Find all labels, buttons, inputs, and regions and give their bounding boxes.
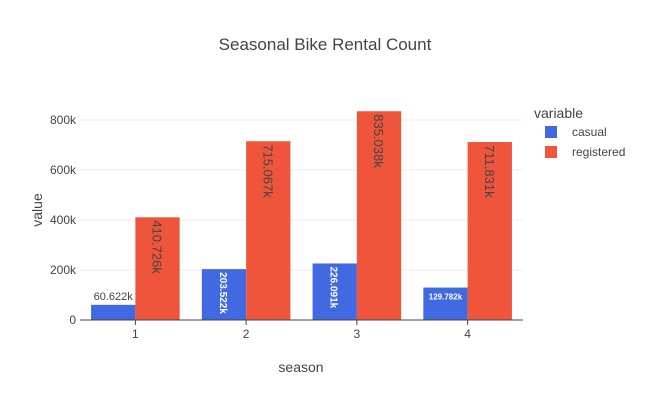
legend-label-registered: registered — [572, 145, 625, 159]
data-label: 60.622k — [94, 291, 134, 303]
data-labels: 60.622k 410.726k 203.522k 715.067k 226.091k 8… — [94, 114, 497, 314]
bar-casual-3 — [312, 263, 357, 320]
legend-swatch-registered — [545, 146, 557, 158]
bar-casual-1 — [91, 304, 136, 320]
chart-title: Seasonal Bike Rental Count — [219, 35, 432, 54]
bar-registered-3 — [356, 111, 402, 320]
y-tick-label: 800k — [50, 113, 77, 127]
data-label: 715.067k — [260, 144, 275, 198]
data-label: 203.522k — [217, 272, 228, 314]
legend-label-casual: casual — [572, 125, 607, 139]
data-label: 410.726k — [150, 220, 165, 274]
x-tick-label: 3 — [354, 327, 361, 341]
axes: 0 200k 400k 600k 800k 1 2 3 4 — [50, 113, 523, 341]
bar-casual-2 — [201, 269, 247, 320]
x-axis-title: season — [278, 359, 323, 375]
legend-swatch-casual — [545, 126, 557, 138]
bar-registered-1 — [135, 217, 180, 320]
data-label: 835.038k — [371, 114, 386, 168]
y-tick-label: 600k — [50, 163, 77, 177]
data-label: 711.831k — [482, 145, 497, 198]
y-tick-label: 200k — [50, 263, 77, 277]
legend: variable casual registered — [534, 105, 625, 159]
bar-casual-4 — [423, 287, 468, 320]
bars — [91, 111, 512, 320]
y-tick-label: 0 — [69, 313, 76, 327]
x-tick-label: 2 — [243, 327, 250, 341]
x-tick-label: 1 — [132, 327, 139, 341]
y-tick-label: 400k — [50, 213, 77, 227]
bar-registered-4 — [467, 142, 512, 320]
bar-registered-2 — [246, 141, 291, 320]
data-label: 226.091k — [328, 266, 339, 308]
y-axis-title: value — [29, 193, 45, 227]
x-tick-label: 4 — [464, 327, 471, 341]
data-label: 129.782k — [429, 293, 463, 302]
legend-title: variable — [534, 105, 583, 121]
